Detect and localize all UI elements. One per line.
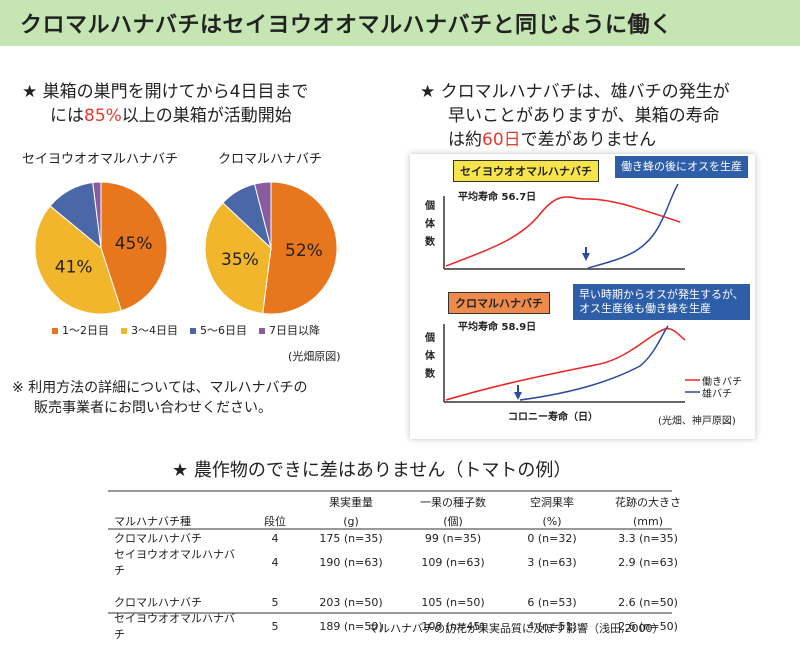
legend-item-1: 1〜2日目 bbox=[52, 322, 109, 338]
pie1-slice-2 bbox=[34, 205, 123, 315]
highlight-85: 85% bbox=[84, 106, 122, 126]
pie2-slice-2 bbox=[204, 202, 272, 315]
male-curve-top bbox=[587, 183, 679, 269]
pie1-title: セイヨウオオマルハナバチ bbox=[22, 152, 179, 167]
x-axis-label: コロニー寿命（日） bbox=[508, 412, 598, 423]
pie-chart-kuromaru: 52% 35% bbox=[204, 181, 338, 315]
right-source: (光畑、神戸原図) bbox=[658, 416, 736, 427]
tag-kuromaru: クロマルハナバチ bbox=[448, 292, 550, 314]
legend-item-3: 5〜6日目 bbox=[190, 322, 247, 338]
legend-worker: 働きバチ bbox=[702, 377, 742, 388]
pie1-label-2: 41% bbox=[55, 258, 93, 278]
right-heading-line1: ★ クロマルハナバチは、雄バチの発生が bbox=[420, 82, 730, 102]
note-line2: 販売事業者にお問い合わせください。 bbox=[34, 400, 272, 416]
usage-note: ※ 利用方法の詳細については、マルハナバチの 販売事業者にお問い合わせください。 bbox=[12, 378, 307, 418]
highlight-60days: 60日 bbox=[482, 130, 521, 150]
header-species: マルハナバチ種 bbox=[114, 515, 191, 528]
left-heading-pre: には bbox=[50, 106, 84, 126]
left-heading-line2: には85%以上の巣箱が活動開始 bbox=[50, 104, 292, 128]
worker-curve-bottom bbox=[445, 327, 686, 401]
table-row: セイヨウオオマルハナバチ 5 189 (n=50) 108 (n=45) 4 (n=51… bbox=[114, 612, 678, 641]
pie2-title: クロマルハナバチ bbox=[218, 152, 323, 167]
tomato-table: 果実重量 一果の種子数 空洞果率 花跡の大きさ マルハナバチ種 段位 (g) (… bbox=[108, 492, 696, 642]
colony-life-panel: セイヨウオオマルハナバチ 働き蜂の後にオスを生産 平均寿命 56.7日 個体数 … bbox=[410, 154, 755, 439]
pie1-slice-4 bbox=[92, 181, 102, 249]
header-scar: 花跡の大きさ bbox=[615, 496, 681, 509]
pie2-label-1: 52% bbox=[285, 241, 323, 261]
life-top: 平均寿命 56.7日 bbox=[458, 192, 537, 203]
life-bottom: 平均寿命 58.9日 bbox=[458, 322, 537, 333]
header-hollow: 空洞果率 bbox=[530, 496, 574, 509]
pie1-slice-1 bbox=[100, 181, 168, 312]
left-heading-line1: ★ 巣箱の巣門を開けてから4日目まで bbox=[22, 82, 309, 102]
y-label-bottom: 個体数 bbox=[425, 333, 435, 380]
table-heading: ★ 農作物のできに差はありません（トマトの例） bbox=[172, 460, 572, 481]
right-heading-line3: は約60日で差がありません bbox=[448, 130, 657, 150]
table-citation: マルハナバチの訪花が果実品質に及ぼす影響（浅田,2000） bbox=[368, 622, 664, 635]
header-tier: 段位 bbox=[264, 515, 286, 528]
table-row: セイヨウオオマルハナバチ 4 190 (n=63) 109 (n=63) 3 (n=63… bbox=[114, 548, 678, 577]
callout-bottom: 早い時期からオスが発生するが、 オス生産後も働き蜂を生産 bbox=[573, 284, 750, 320]
header-seeds: 一果の種子数 bbox=[420, 496, 486, 509]
legend-male: 雄バチ bbox=[702, 389, 732, 400]
header-weight: 果実重量 bbox=[329, 496, 373, 509]
pie-chart-seiyou: 45% 41% bbox=[34, 181, 168, 315]
pie-legend: 1〜2日目 3〜4日目 5〜6日目 7日目以降 bbox=[52, 322, 320, 338]
pie2-label-2: 35% bbox=[221, 250, 259, 270]
left-source: (光畑原図) bbox=[288, 350, 341, 363]
male-arrow-top bbox=[582, 253, 590, 261]
colony-life-diagram bbox=[443, 183, 700, 403]
table-row: クロマルハナバチ 4 175 (n=35) 99 (n=35) 0 (n=32) 3.3 … bbox=[114, 531, 678, 546]
title-banner: クロマルハナバチはセイヨウオオマルハナバチと同じように働く bbox=[0, 0, 800, 46]
left-heading-post: 以上の巣箱が活動開始 bbox=[121, 106, 292, 126]
legend-item-4: 7日目以降 bbox=[259, 322, 320, 338]
pie1-label-1: 45% bbox=[115, 234, 153, 254]
table-row: クロマルハナバチ 5 203 (n=50) 105 (n=50) 6 (n=53) 2.6… bbox=[114, 595, 678, 610]
legend-item-2: 3〜4日目 bbox=[121, 322, 178, 338]
male-arrow-bottom bbox=[514, 392, 522, 400]
pie2-slice-1 bbox=[262, 181, 338, 315]
pie2-slice-4 bbox=[253, 181, 272, 249]
right-heading-line2: 早いことがありますが、巣箱の寿命 bbox=[448, 106, 720, 126]
male-curve-bottom bbox=[519, 325, 669, 401]
worker-curve-top bbox=[445, 196, 681, 267]
y-label-top: 個体数 bbox=[425, 201, 435, 248]
tag-seiyou: セイヨウオオマルハナバチ bbox=[453, 160, 599, 182]
callout-top: 働き蜂の後にオスを生産 bbox=[615, 156, 748, 178]
note-line1: ※ 利用方法の詳細については、マルハナバチの bbox=[12, 380, 308, 396]
page-title: クロマルハナバチはセイヨウオオマルハナバチと同じように働く bbox=[20, 13, 673, 38]
